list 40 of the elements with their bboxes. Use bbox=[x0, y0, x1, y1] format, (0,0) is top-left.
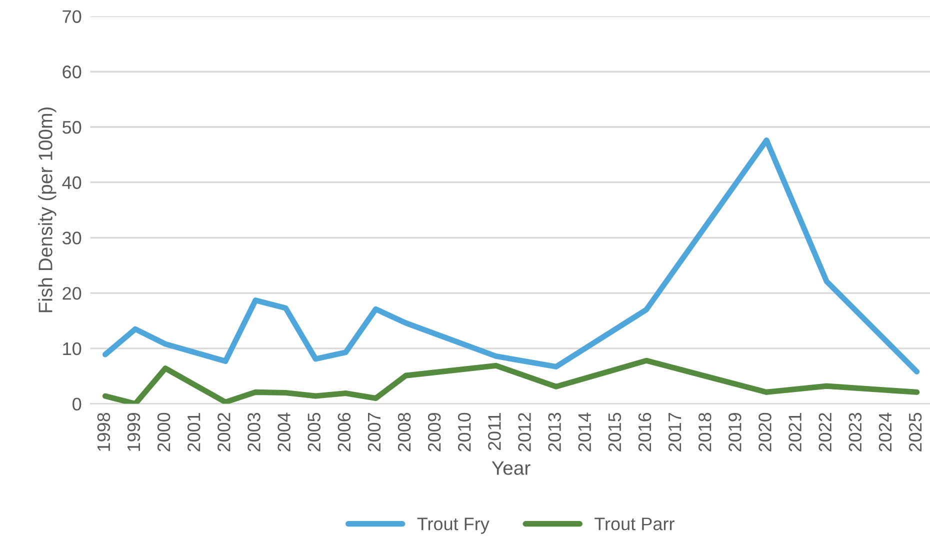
x-tick-label: 2004 bbox=[278, 412, 290, 452]
legend-label: Trout Parr bbox=[594, 518, 674, 530]
x-tick-label: 2005 bbox=[308, 412, 320, 452]
x-axis-title: Year bbox=[492, 461, 530, 475]
x-tick-label: 2014 bbox=[578, 412, 592, 452]
x-tick-label: 2002 bbox=[218, 413, 230, 452]
y-tick-label: 40 bbox=[62, 176, 82, 190]
x-tick-label: 2003 bbox=[248, 412, 260, 452]
y-axis-title: Fish Density (per 100m) bbox=[38, 107, 56, 312]
x-tick-label: 2015 bbox=[608, 412, 622, 452]
x-tick-label: 2017 bbox=[668, 413, 682, 452]
x-tick-label: 1998 bbox=[97, 412, 110, 451]
x-tick-label: 2007 bbox=[368, 413, 381, 452]
x-tick-label: 2008 bbox=[398, 412, 411, 452]
x-tick-label: 2024 bbox=[878, 412, 892, 452]
y-tick-label: 10 bbox=[63, 342, 82, 356]
y-tick-label: 20 bbox=[62, 287, 82, 300]
x-tick-label: 2001 bbox=[187, 413, 200, 452]
x-tick-label: 2012 bbox=[518, 413, 531, 452]
x-tick-label: 2018 bbox=[698, 412, 712, 452]
y-tick-label: 70 bbox=[62, 10, 82, 23]
x-tick-label: 2011 bbox=[488, 413, 501, 450]
x-tick-label: 2016 bbox=[638, 412, 652, 452]
x-tick-label: 2021 bbox=[788, 413, 802, 452]
x-tick-label: 2013 bbox=[548, 412, 561, 452]
x-tick-label: 2009 bbox=[428, 412, 441, 452]
legend-label: Trout Fry bbox=[417, 518, 490, 534]
x-tick-label: 2000 bbox=[157, 412, 170, 452]
x-tick-label: 2010 bbox=[458, 412, 471, 452]
x-tick-label: 2006 bbox=[338, 412, 351, 452]
x-tick-label: 2020 bbox=[758, 412, 772, 452]
x-tick-label: 1999 bbox=[127, 412, 140, 451]
x-tick-label: 2019 bbox=[728, 412, 742, 452]
x-tick-label: 2023 bbox=[848, 412, 862, 452]
y-tick-label: 30 bbox=[62, 232, 82, 244]
x-tick-label: 2025 bbox=[908, 412, 922, 452]
y-tick-label: 50 bbox=[62, 120, 82, 134]
y-tick-label: 60 bbox=[62, 66, 82, 78]
y-tick-label: 0 bbox=[72, 398, 82, 411]
x-tick-label: 2022 bbox=[818, 413, 832, 452]
